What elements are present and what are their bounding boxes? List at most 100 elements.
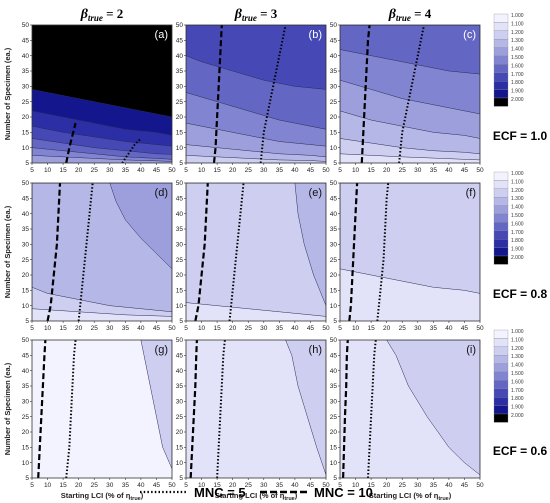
panel-f-ytick-10: 10 [330, 303, 338, 310]
panel-a: (a) 5 10 15 20 25 30 35 40 45 50 5 10 15 20 25 30 35 40 45 5… [3, 22, 176, 174]
panel-c-xtick-25: 25 [399, 167, 407, 174]
panel-e-ytick-10: 10 [176, 303, 184, 310]
panel-d-ytick-5: 5 [25, 318, 29, 325]
colorbar-2-swatch-5 [493, 213, 509, 223]
colorbar-2-swatch-0 [493, 171, 509, 181]
colorbar-1-label-0: 1.000 [511, 13, 524, 19]
panel-b-mnc5-line [259, 25, 287, 163]
panel-e-ytick-35: 35 [176, 226, 184, 233]
panel-f-mnc10-line [348, 183, 359, 321]
panel-i-ytick-5: 5 [333, 475, 337, 482]
panel-e-xtick-30: 30 [260, 325, 268, 332]
panel-i-ytick-30: 30 [330, 399, 338, 406]
panel-i-xtick-30: 30 [414, 482, 422, 489]
colorbar-2-label-4: 1.400 [511, 205, 524, 211]
panel-a-xtick-45: 45 [153, 167, 161, 174]
colorbar-3-label-5: 1.500 [511, 371, 524, 377]
panel-b-ytick-50: 50 [176, 22, 184, 29]
colorbar-1-label-4: 1.400 [511, 47, 524, 53]
colorbar-1-swatch-10 [493, 97, 509, 107]
panel-f-xtick-5: 5 [338, 325, 342, 332]
panel-a-ytick-5: 5 [25, 160, 29, 167]
panel-g-ytick-50: 50 [22, 337, 30, 344]
panel-letter-d: (d) [155, 187, 168, 199]
panel-f-level-2-region [340, 183, 480, 294]
colorbar-2-swatch-1 [493, 180, 509, 189]
colorbar-2-label-8: 1.800 [511, 238, 524, 244]
colorbar-3-swatch-7 [493, 388, 509, 398]
panel-c-mnc5-line [398, 25, 425, 163]
panel-h-ytick-35: 35 [176, 383, 184, 390]
panel-d-xtick-50: 50 [168, 325, 176, 332]
panel-f-ytick-20: 20 [330, 272, 338, 279]
panel-f-ytick-35: 35 [330, 226, 338, 233]
panel-g-xtick-5: 5 [30, 482, 34, 489]
panel-g-ytick-5: 5 [25, 475, 29, 482]
panel-c-xtick-10: 10 [352, 167, 360, 174]
panel-c-mnc10-line [360, 25, 371, 163]
panel-e-level-3-region [294, 183, 326, 306]
colorbar-1-swatch-7 [493, 72, 509, 82]
colorbar-1-swatch-4 [493, 47, 509, 57]
panel-h-ytick-25: 25 [176, 414, 184, 421]
panel-d-xtick-15: 15 [59, 325, 67, 332]
colorbar-1-swatch-6 [493, 64, 509, 73]
panel-d-xtick-10: 10 [44, 325, 52, 332]
panel-b-ytick-20: 20 [176, 114, 184, 121]
legend: MNC = 5 MNC = 10 [140, 485, 373, 500]
panel-a-xtick-10: 10 [44, 167, 52, 174]
panel-a-ytick-25: 25 [22, 99, 30, 106]
panel-a-xtick-15: 15 [59, 167, 67, 174]
panel-h-xtick-30: 30 [260, 482, 268, 489]
panel-b-xtick-40: 40 [291, 167, 299, 174]
panel-f-xtick-10: 10 [352, 325, 360, 332]
panel-e-ytick-45: 45 [176, 196, 184, 203]
panel-g-xtick-50: 50 [168, 482, 176, 489]
panel-e-ytick-15: 15 [176, 288, 184, 295]
row-label-2: ECF = 0.8 [493, 287, 548, 301]
panel-g-xtick-45: 45 [153, 482, 161, 489]
row-labels: ECF = 1.0 ECF = 0.8 ECF = 0.6 [493, 129, 548, 458]
colorbar-3: 1.000 1.100 1.200 1.300 1.400 1.500 1.600 1.700… [493, 329, 524, 423]
panel-g-ylabel: Number of Specimen (ea.) [3, 362, 12, 455]
panel-d-level-4-region [109, 183, 172, 270]
colorbar-1-label-10: 2.000 [511, 97, 524, 103]
panel-a-ytick-10: 10 [22, 145, 30, 152]
panel-i-xtick-45: 45 [461, 482, 469, 489]
panel-h-xtick-10: 10 [198, 482, 206, 489]
panel-a-xtick-30: 30 [106, 167, 114, 174]
panel-letter-e: (e) [309, 187, 322, 199]
panel-c-ytick-10: 10 [330, 145, 338, 152]
column-header-3: βtrue = 4 [388, 6, 432, 23]
panel-h-ytick-50: 50 [176, 337, 184, 344]
colorbar-2-label-3: 1.300 [511, 196, 524, 202]
panel-e-ytick-20: 20 [176, 272, 184, 279]
panel-g: (g) 5 10 15 20 25 30 35 40 45 50 5 10 15 20 25 30 35 40 45 5… [3, 337, 176, 502]
legend-item-2: MNC = 10 [260, 485, 373, 500]
panel-g-level-2-region [140, 340, 172, 469]
colorbar-2-swatch-8 [493, 239, 509, 248]
panel-h-ytick-45: 45 [176, 353, 184, 360]
colorbar-1-swatch-0 [493, 13, 509, 23]
panel-c-xtick-50: 50 [476, 167, 484, 174]
panel-c-xtick-45: 45 [461, 167, 469, 174]
colorbar-3-label-7: 1.700 [511, 388, 524, 394]
panel-h-xtick-15: 15 [213, 482, 221, 489]
colorbar-3-swatch-1 [493, 338, 509, 347]
panel-e-xtick-25: 25 [245, 325, 253, 332]
colorbar-1-swatch-2 [493, 30, 509, 40]
panel-g-ytick-45: 45 [22, 353, 30, 360]
panel-g-ytick-20: 20 [22, 429, 30, 436]
panel-a-xtick-35: 35 [122, 167, 130, 174]
colorbar-3-swatch-10 [493, 413, 509, 423]
panel-b-xtick-50: 50 [322, 167, 330, 174]
colorbar-2-swatch-9 [493, 247, 509, 257]
panel-h-xtick-20: 20 [229, 482, 237, 489]
panel-e-ytick-25: 25 [176, 257, 184, 264]
panel-g-ytick-40: 40 [22, 368, 30, 375]
colorbar-3-swatch-9 [493, 405, 509, 415]
panel-d-ytick-35: 35 [22, 226, 30, 233]
legend-label-1: MNC = 5 [194, 485, 246, 500]
column-header-2: βtrue = 3 [234, 6, 278, 23]
panel-d-xtick-45: 45 [153, 325, 161, 332]
